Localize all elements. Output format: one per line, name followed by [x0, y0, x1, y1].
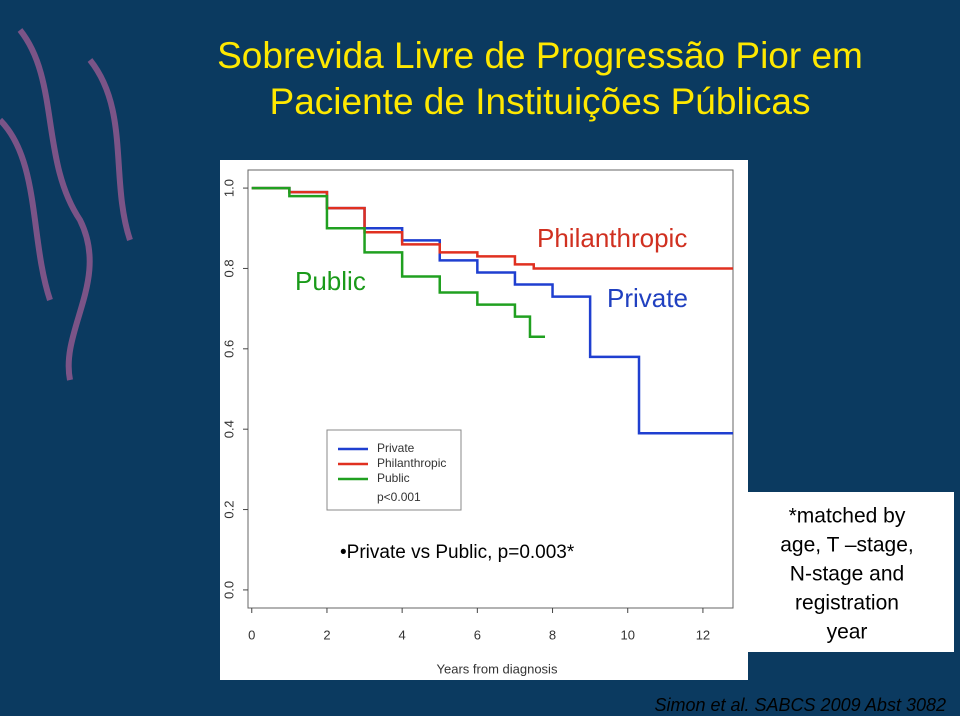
- note-box: [744, 492, 954, 652]
- title: Paciente de Instituições Públicas: [270, 81, 811, 122]
- plot-frame: [247, 169, 734, 609]
- legend-label: Private: [377, 441, 415, 455]
- x-tick-label: 6: [474, 627, 481, 642]
- survival-line: [251, 186, 733, 270]
- deco-curve: [0, 117, 53, 301]
- title: Sobrevida Livre de Progressão Pior em: [217, 35, 863, 76]
- y-tick-label: 0.8: [221, 259, 236, 277]
- note-line: age, T –stage,: [780, 534, 914, 557]
- survival-line: [251, 186, 546, 339]
- legend-box: [326, 429, 462, 511]
- deco-curve: [17, 28, 93, 381]
- legend-note: p<0.001: [377, 490, 421, 504]
- y-tick-label: 0.2: [221, 501, 236, 519]
- note: *matched by age, T –stage, N-stage and regi…: [780, 505, 914, 644]
- curve-label: Philanthropic: [537, 223, 687, 253]
- source: Simon et al. SABCS 2009 Abst 3082: [654, 695, 946, 715]
- deco-curve: [87, 58, 133, 241]
- note-line: N-stage and: [790, 563, 904, 586]
- note-line: year: [827, 621, 868, 644]
- x-tick-label: 0: [248, 627, 255, 642]
- x-tick-label: 12: [696, 627, 710, 642]
- x-tick-label: 8: [549, 627, 556, 642]
- curve-label: Private: [607, 283, 688, 313]
- note-line: *matched by: [789, 505, 906, 528]
- y-tick-label: 0.0: [221, 581, 236, 599]
- x-tick-label: 4: [399, 627, 406, 642]
- y-tick-label: 1.0: [221, 179, 236, 197]
- curve-label: Public: [295, 266, 366, 296]
- y-tick-label: 0.4: [221, 420, 236, 438]
- y-tick-label: 0.6: [221, 340, 236, 358]
- x-tick-label: 10: [620, 627, 634, 642]
- bullet: •Private vs Public, p=0.003*: [340, 542, 575, 563]
- x-axis-label: Years from diagnosis: [437, 661, 558, 676]
- decoration: [0, 28, 133, 381]
- legend-label: Public: [377, 471, 410, 485]
- chart-panel: [220, 160, 748, 680]
- x-tick-label: 2: [323, 627, 330, 642]
- legend-label: Philanthropic: [377, 456, 446, 470]
- note-line: registration: [795, 592, 899, 615]
